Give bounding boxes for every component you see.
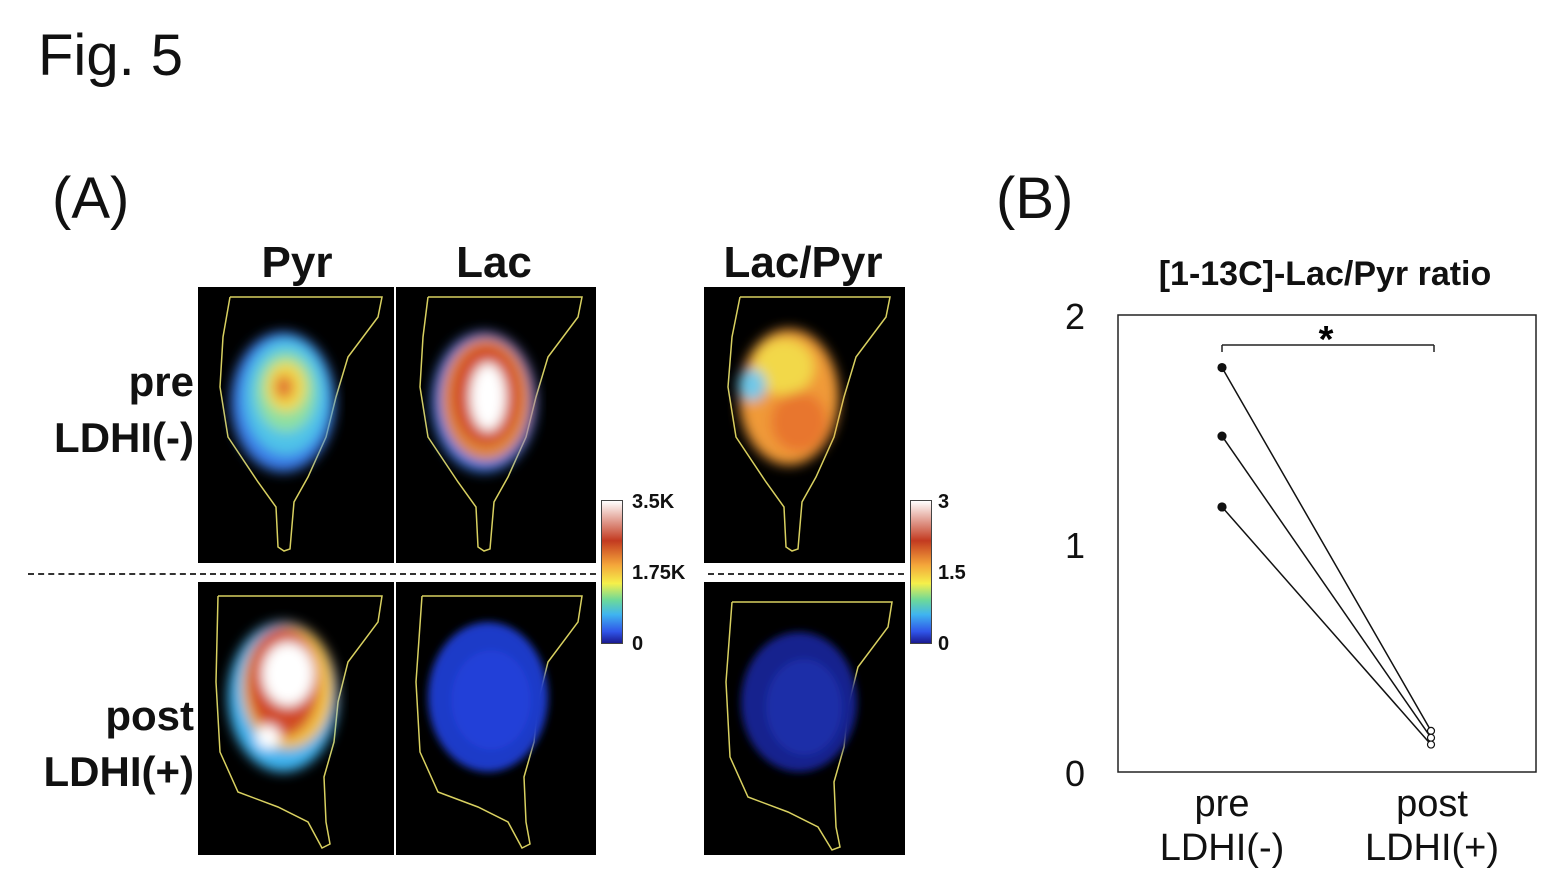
row-label-pre-line2: LDHI(-) [54,414,194,461]
panel-a-label: (A) [52,166,130,231]
separator-dash [200,573,596,575]
colorbar-ratio-min: 0 [938,633,950,655]
point-pre-3 [1217,502,1227,512]
map-pre-lacpyr [704,287,905,563]
colorbar-signal-max: 3.5K [632,491,675,513]
row-label-post: post LDHI(+) [4,688,195,800]
map-post-lacpyr [704,582,905,855]
x-tick-pre-line1: pre [1194,783,1250,825]
column-header-pyr: Pyr [261,238,333,287]
y-tick-label: 1 [1064,525,1085,566]
map-pre-pyr [198,287,394,563]
chart-title: [1-13C]-Lac/Pyr ratio [1158,255,1492,293]
point-post-2 [1426,733,1436,742]
point-post-3 [1426,740,1436,749]
panel-b-label: (B) [996,166,1074,231]
x-tick-post-line1: post [1396,783,1468,825]
significance-bracket [1221,344,1435,352]
separator-dash [708,573,904,575]
point-pre-2 [1217,431,1227,441]
row-label-pre-line1: pre [128,358,194,405]
x-tick-post: post LDHI(+) [1332,782,1532,870]
colorbar-ratio-max: 3 [938,491,950,513]
map-post-lac [396,582,596,855]
separator-dash [28,573,196,575]
row-label-post-line2: LDHI(+) [43,748,195,795]
x-tick-pre: pre LDHI(-) [1122,782,1322,870]
colorbar-signal [601,500,623,644]
column-header-lac: Lac [456,238,532,287]
significance-star: * [1319,319,1334,361]
series-layer [1217,362,1436,749]
series-line-2 [1221,435,1432,739]
series-line-1 [1221,367,1432,732]
x-tick-post-line2: LDHI(+) [1364,827,1500,869]
y-tick-label: 2 [1064,296,1085,337]
colorbar-ratio-mid: 1.5 [938,562,966,584]
figure-title: Fig. 5 [38,23,184,88]
point-pre-1 [1217,362,1227,373]
map-pre-lac [396,287,596,563]
series-line-3 [1221,506,1432,746]
colorbar-signal-mid: 1.75K [632,562,686,584]
colorbar-ratio [910,500,932,644]
plot-frame [1117,314,1537,773]
map-post-pyr [198,582,394,855]
row-label-post-line1: post [105,692,194,739]
x-tick-pre-line2: LDHI(-) [1159,827,1285,869]
column-header-lac-pyr: Lac/Pyr [723,238,883,287]
y-tick-label: 0 [1064,753,1085,794]
colorbar-signal-min: 0 [632,633,644,655]
row-label-pre: pre LDHI(-) [4,354,194,466]
